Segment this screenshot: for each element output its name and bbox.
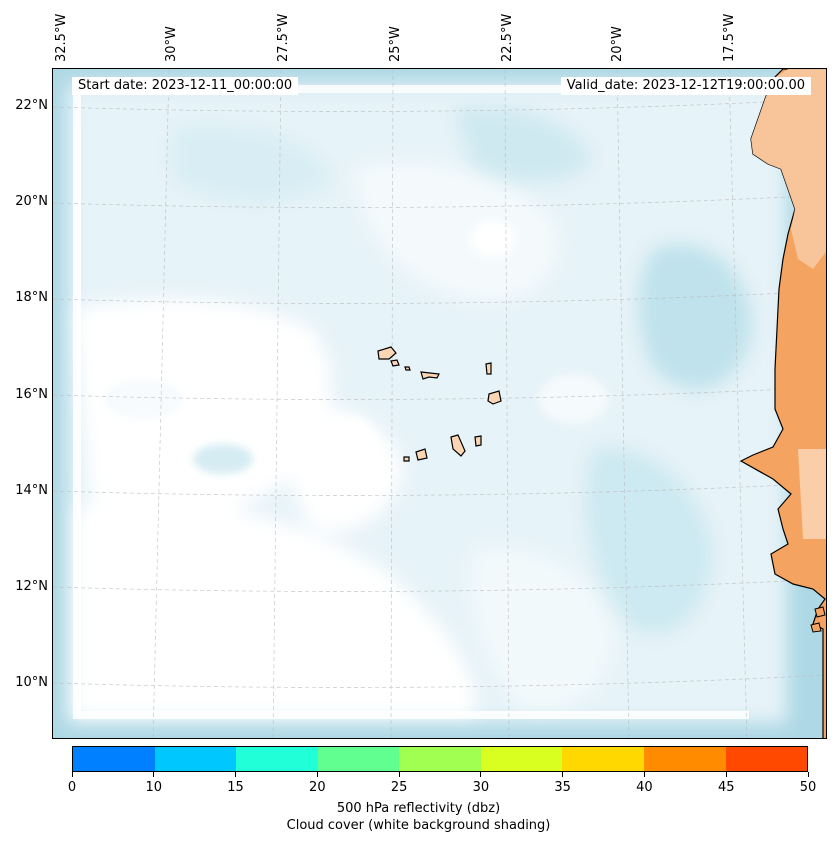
colorbar-tick [807, 772, 809, 777]
colorbar-tick-label: 50 [799, 780, 817, 795]
island-boa-vista [487, 390, 502, 405]
island-sal [485, 362, 492, 375]
colorbar-tick [235, 772, 237, 777]
island-sao-nicolau [420, 371, 440, 380]
valid-date-label: Valid_date: 2023-12-12T19:00:00.00 [560, 77, 811, 95]
lat-label-22n: 22°N [15, 98, 48, 113]
colorbar-tick-label: 10 [145, 780, 163, 795]
lon-label-17-5w: 17.5°W [722, 13, 737, 62]
cloud-detail [103, 221, 608, 479]
colorbar-segment [236, 747, 318, 771]
colorbar-tick-label: 0 [67, 780, 77, 795]
island-santiago [450, 434, 466, 457]
lon-label-22-5w: 22.5°W [500, 13, 515, 62]
map-canvas [53, 69, 826, 738]
colorbar-segment [73, 747, 155, 771]
colorbar-sublabel: Cloud cover (white background shading) [286, 818, 551, 833]
island-fogo [415, 448, 428, 461]
colorbar-tick [480, 772, 482, 777]
lon-label-20w: 20°W [610, 26, 625, 62]
lon-label-32-5w: 32.5°W [54, 13, 69, 62]
island-brava [403, 456, 410, 462]
bijagos-islands [810, 606, 826, 633]
cloud-cover-shading [67, 83, 787, 723]
lat-label-12n: 12°N [15, 579, 48, 594]
africa-lighter-band [751, 69, 826, 269]
colorbar-segment [399, 747, 481, 771]
colorbar-segment [154, 747, 237, 771]
cape-verde-islands [377, 346, 502, 462]
coastal-cloud [798, 449, 826, 539]
colorbar-tick [562, 772, 564, 777]
reflectivity-colorbar [72, 746, 808, 772]
colorbar-segment [643, 747, 726, 771]
colorbar-tick-label: 20 [309, 780, 326, 795]
island-santa-luzia [404, 366, 411, 371]
colorbar-label: 500 hPa reflectivity (dbz) [336, 801, 501, 816]
start-date-label: Start date: 2023-12-11_00:00:00 [72, 77, 299, 95]
island-sao-vicente [390, 359, 400, 367]
lat-label-20n: 20°N [15, 194, 48, 209]
colorbar-tick-label: 40 [636, 780, 653, 795]
lon-label-25w: 25°W [388, 26, 403, 62]
lon-label-27-5w: 27.5°W [276, 13, 291, 62]
colorbar-tick-label: 35 [554, 780, 571, 795]
colorbar-segment [562, 747, 644, 771]
colorbar-tick-label: 45 [717, 780, 735, 795]
lon-label-30w: 30°W [164, 26, 179, 62]
colorbar-tick [316, 772, 318, 777]
colorbar-tick-label: 15 [227, 780, 244, 795]
lat-label-16n: 16°N [15, 387, 48, 402]
graticule [53, 69, 826, 738]
colorbar-tick-label: 30 [472, 780, 490, 795]
colorbar-tick [71, 772, 73, 777]
colorbar-tick [643, 772, 645, 777]
map-panel [52, 68, 827, 739]
island-maio [474, 435, 482, 447]
colorbar-segment [317, 747, 400, 771]
island-santo-antao [377, 346, 397, 360]
colorbar-tick-label: 25 [390, 780, 408, 795]
lat-label-18n: 18°N [15, 290, 48, 305]
colorbar-tick [398, 772, 400, 777]
colorbar-segment [480, 747, 563, 771]
colorbar-tick [153, 772, 155, 777]
colorbar-segment [725, 747, 808, 771]
colorbar-tick [725, 772, 727, 777]
lat-label-10n: 10°N [15, 675, 48, 690]
lat-label-14n: 14°N [15, 483, 48, 498]
